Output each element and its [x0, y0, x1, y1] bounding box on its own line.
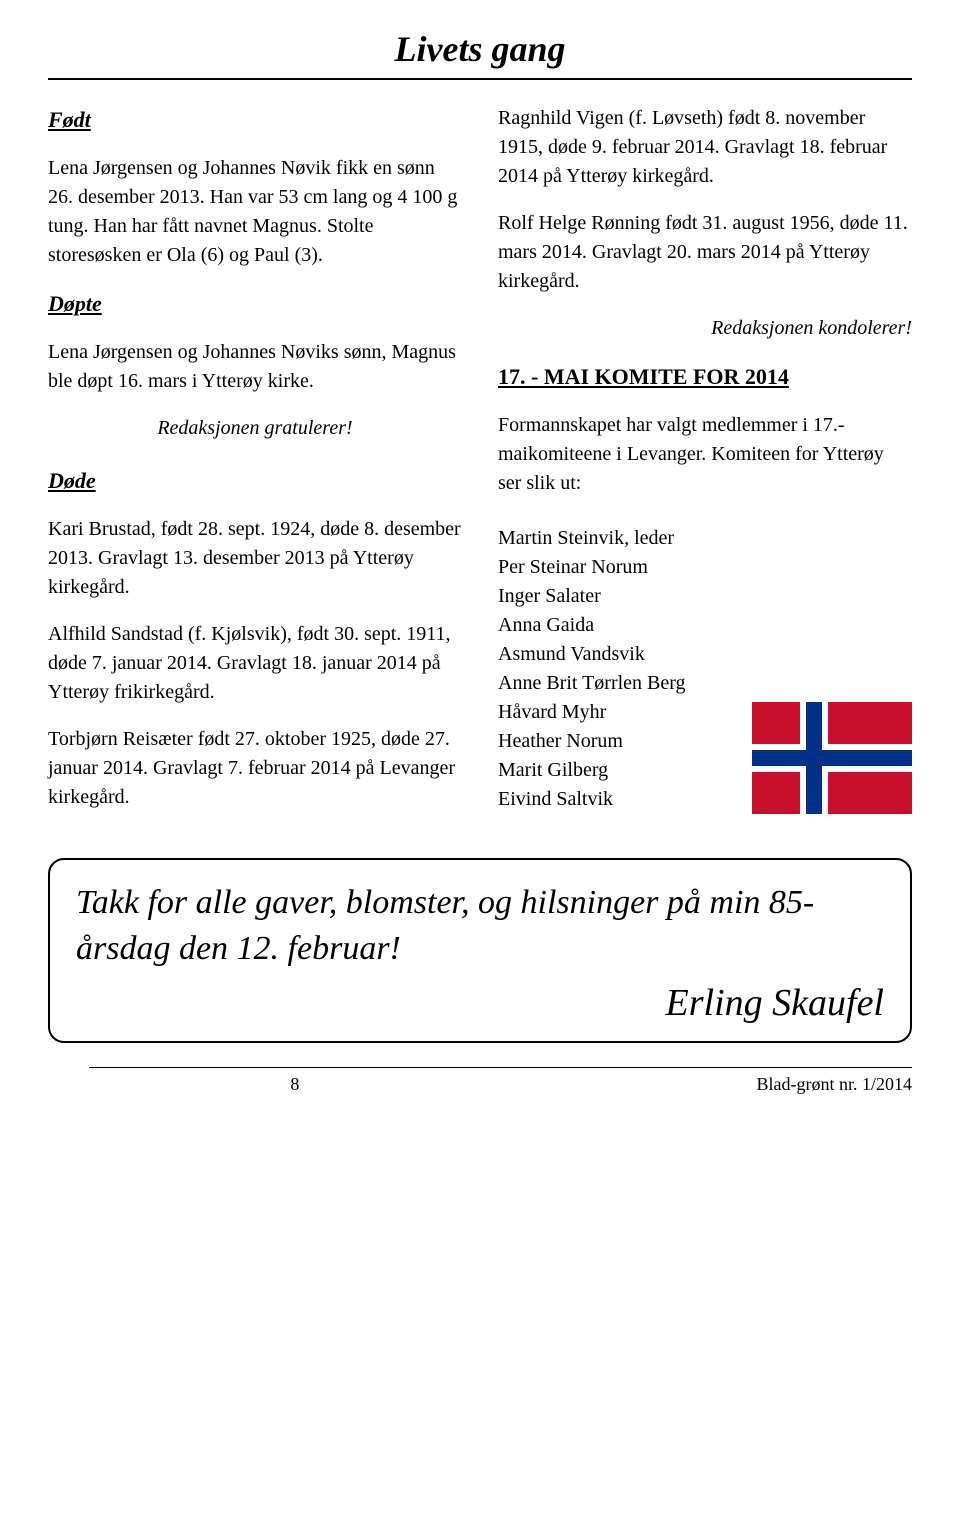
- komite-member: Anna Gaida: [498, 611, 686, 640]
- komite-member: Per Steinar Norum: [498, 553, 686, 582]
- left-column: Født Lena Jørgensen og Johannes Nøvik fi…: [48, 104, 462, 830]
- thanks-signature: Erling Skaufel: [76, 981, 884, 1025]
- dode-para-1: Kari Brustad, født 28. sept. 1924, døde …: [48, 515, 462, 602]
- komite-member: Anne Brit Tørrlen Berg: [498, 669, 686, 698]
- right-para-2: Rolf Helge Rønning født 31. august 1956,…: [498, 209, 912, 296]
- right-column: Ragnhild Vigen (f. Løvseth) født 8. nove…: [498, 104, 912, 830]
- dode-heading: Døde: [48, 465, 462, 497]
- komite-heading: 17. - MAI KOMITE FOR 2014: [498, 361, 912, 393]
- fodt-heading: Født: [48, 104, 462, 136]
- dopte-paragraph: Lena Jørgensen og Johannes Nøviks sønn, …: [48, 338, 462, 396]
- komite-row: Martin Steinvik, lederPer Steinar NorumI…: [498, 516, 912, 814]
- content-columns: Født Lena Jørgensen og Johannes Nøvik fi…: [48, 104, 912, 830]
- right-para-1: Ragnhild Vigen (f. Løvseth) født 8. nove…: [498, 104, 912, 191]
- page-title: Livets gang: [48, 28, 912, 80]
- norway-flag-icon: [752, 702, 912, 814]
- gratulerer-text: Redaksjonen gratulerer!: [48, 414, 462, 443]
- dode-para-3: Torbjørn Reisæter født 27. oktober 1925,…: [48, 725, 462, 812]
- issue-label: Blad-grønt nr. 1/2014: [501, 1067, 912, 1095]
- komite-member: Heather Norum: [498, 727, 686, 756]
- dopte-heading: Døpte: [48, 288, 462, 320]
- komite-member: Inger Salater: [498, 582, 686, 611]
- komite-member: Asmund Vandsvik: [498, 640, 686, 669]
- komite-member: Håvard Myhr: [498, 698, 686, 727]
- thanks-text: Takk for alle gaver, blomster, og hilsni…: [76, 880, 884, 972]
- page-number: 8: [89, 1067, 500, 1095]
- dode-para-2: Alfhild Sandstad (f. Kjølsvik), født 30.…: [48, 620, 462, 707]
- komite-member: Marit Gilberg: [498, 756, 686, 785]
- komite-intro: Formannskapet har valgt medlemmer i 17.-…: [498, 411, 912, 498]
- komite-member: Martin Steinvik, leder: [498, 524, 686, 553]
- komite-list: Martin Steinvik, lederPer Steinar NorumI…: [498, 524, 686, 814]
- fodt-paragraph: Lena Jørgensen og Johannes Nøvik fikk en…: [48, 154, 462, 270]
- footer: 8 Blad-grønt nr. 1/2014: [48, 1067, 912, 1095]
- kondolerer-text: Redaksjonen kondolerer!: [498, 314, 912, 343]
- thanks-box: Takk for alle gaver, blomster, og hilsni…: [48, 858, 912, 1044]
- komite-member: Eivind Saltvik: [498, 785, 686, 814]
